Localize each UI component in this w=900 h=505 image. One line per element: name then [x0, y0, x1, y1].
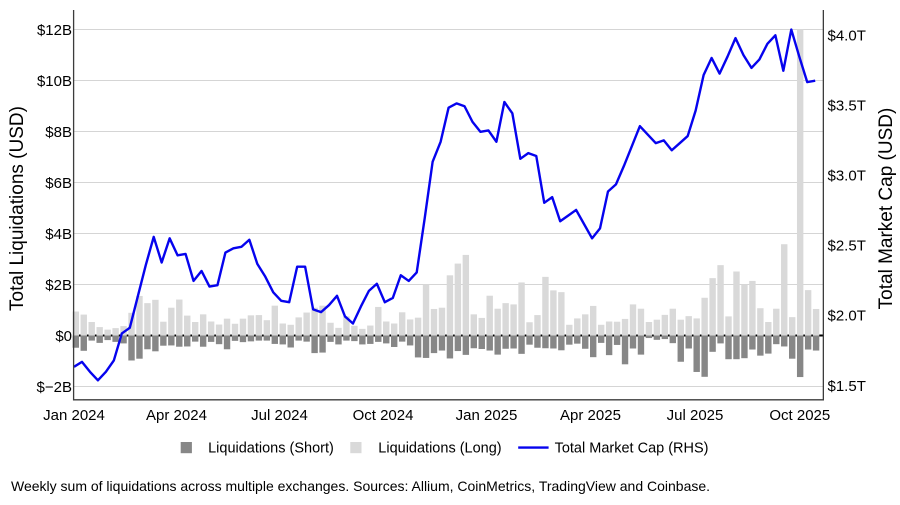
svg-text:$3.0T: $3.0T [828, 168, 866, 185]
svg-text:Jan 2025: Jan 2025 [456, 407, 518, 424]
svg-text:$8B: $8B [45, 124, 72, 141]
svg-text:$2.0T: $2.0T [828, 308, 866, 325]
svg-text:$0: $0 [55, 328, 72, 345]
svg-text:Jul 2024: Jul 2024 [251, 407, 308, 424]
svg-text:Jan 2024: Jan 2024 [43, 407, 105, 424]
svg-text:Oct 2024: Oct 2024 [353, 407, 414, 424]
svg-text:Oct 2025: Oct 2025 [769, 407, 830, 424]
svg-text:$2B: $2B [45, 277, 72, 294]
svg-text:$2.5T: $2.5T [828, 238, 866, 255]
svg-text:$4B: $4B [45, 226, 72, 243]
svg-text:$3.5T: $3.5T [828, 98, 866, 115]
svg-text:$10B: $10B [37, 73, 72, 90]
svg-text:Total Liquidations (USD): Total Liquidations (USD) [7, 106, 28, 311]
svg-text:Weekly sum of liquidations acr: Weekly sum of liquidations across multip… [11, 478, 710, 494]
svg-text:$6B: $6B [45, 175, 72, 192]
svg-text:Liquidations (Short): Liquidations (Short) [208, 440, 334, 456]
svg-text:$4.0T: $4.0T [828, 27, 866, 44]
svg-text:$1.5T: $1.5T [828, 378, 866, 395]
svg-text:Jul 2025: Jul 2025 [667, 407, 724, 424]
svg-text:Total Market Cap (USD): Total Market Cap (USD) [876, 108, 897, 310]
svg-text:Total Market Cap (RHS): Total Market Cap (RHS) [555, 440, 709, 456]
svg-text:Liquidations (Long): Liquidations (Long) [378, 440, 501, 456]
svg-text:Apr 2024: Apr 2024 [146, 407, 207, 424]
svg-text:Apr 2025: Apr 2025 [560, 407, 621, 424]
svg-text:$−2B: $−2B [37, 379, 72, 396]
svg-text:$12B: $12B [37, 22, 72, 39]
